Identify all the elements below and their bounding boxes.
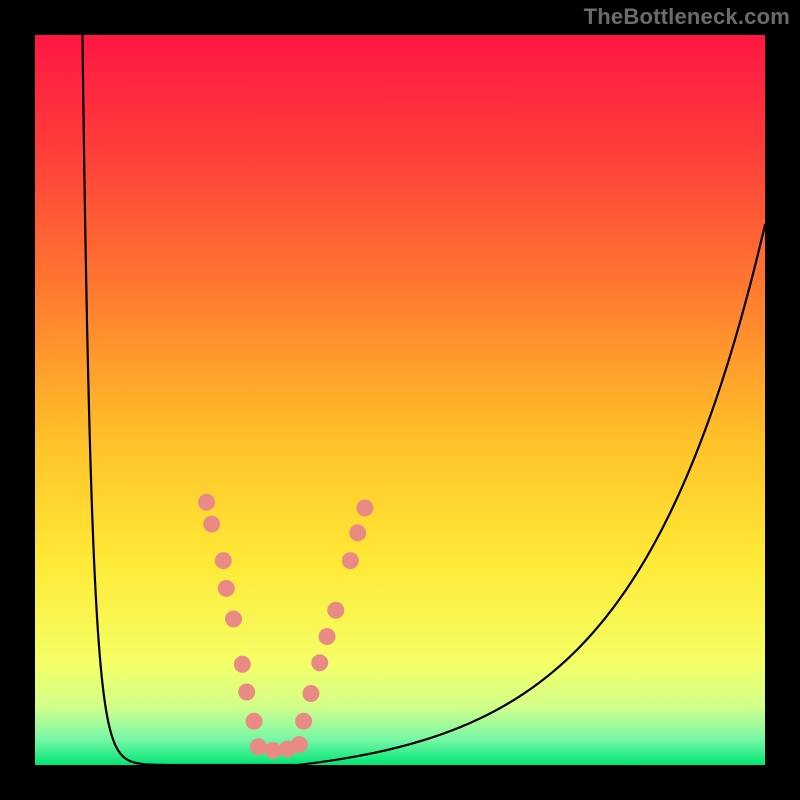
data-dot-left xyxy=(215,552,232,569)
data-dot-right xyxy=(342,552,359,569)
data-dot-left xyxy=(218,580,235,597)
data-dot-left xyxy=(238,684,255,701)
data-dot-right xyxy=(327,602,344,619)
data-dot-right xyxy=(319,628,336,645)
data-dot-left xyxy=(234,656,251,673)
data-dot-left xyxy=(198,494,215,511)
data-dot-right xyxy=(349,524,366,541)
bottleneck-curve-chart xyxy=(35,35,765,765)
data-dot-bottom xyxy=(264,742,281,759)
data-dot-bottom xyxy=(291,736,308,753)
data-dot-right xyxy=(295,713,312,730)
data-dot-right xyxy=(311,654,328,671)
data-dot-left xyxy=(246,713,263,730)
watermark-text: TheBottleneck.com xyxy=(584,4,790,30)
data-dot-right xyxy=(302,685,319,702)
data-dot-bottom xyxy=(250,738,267,755)
chart-frame: TheBottleneck.com xyxy=(0,0,800,800)
plot-area xyxy=(35,35,765,765)
gradient-background xyxy=(35,35,765,765)
data-dot-left xyxy=(225,611,242,628)
data-dot-right xyxy=(356,500,373,517)
data-dot-left xyxy=(203,516,220,533)
